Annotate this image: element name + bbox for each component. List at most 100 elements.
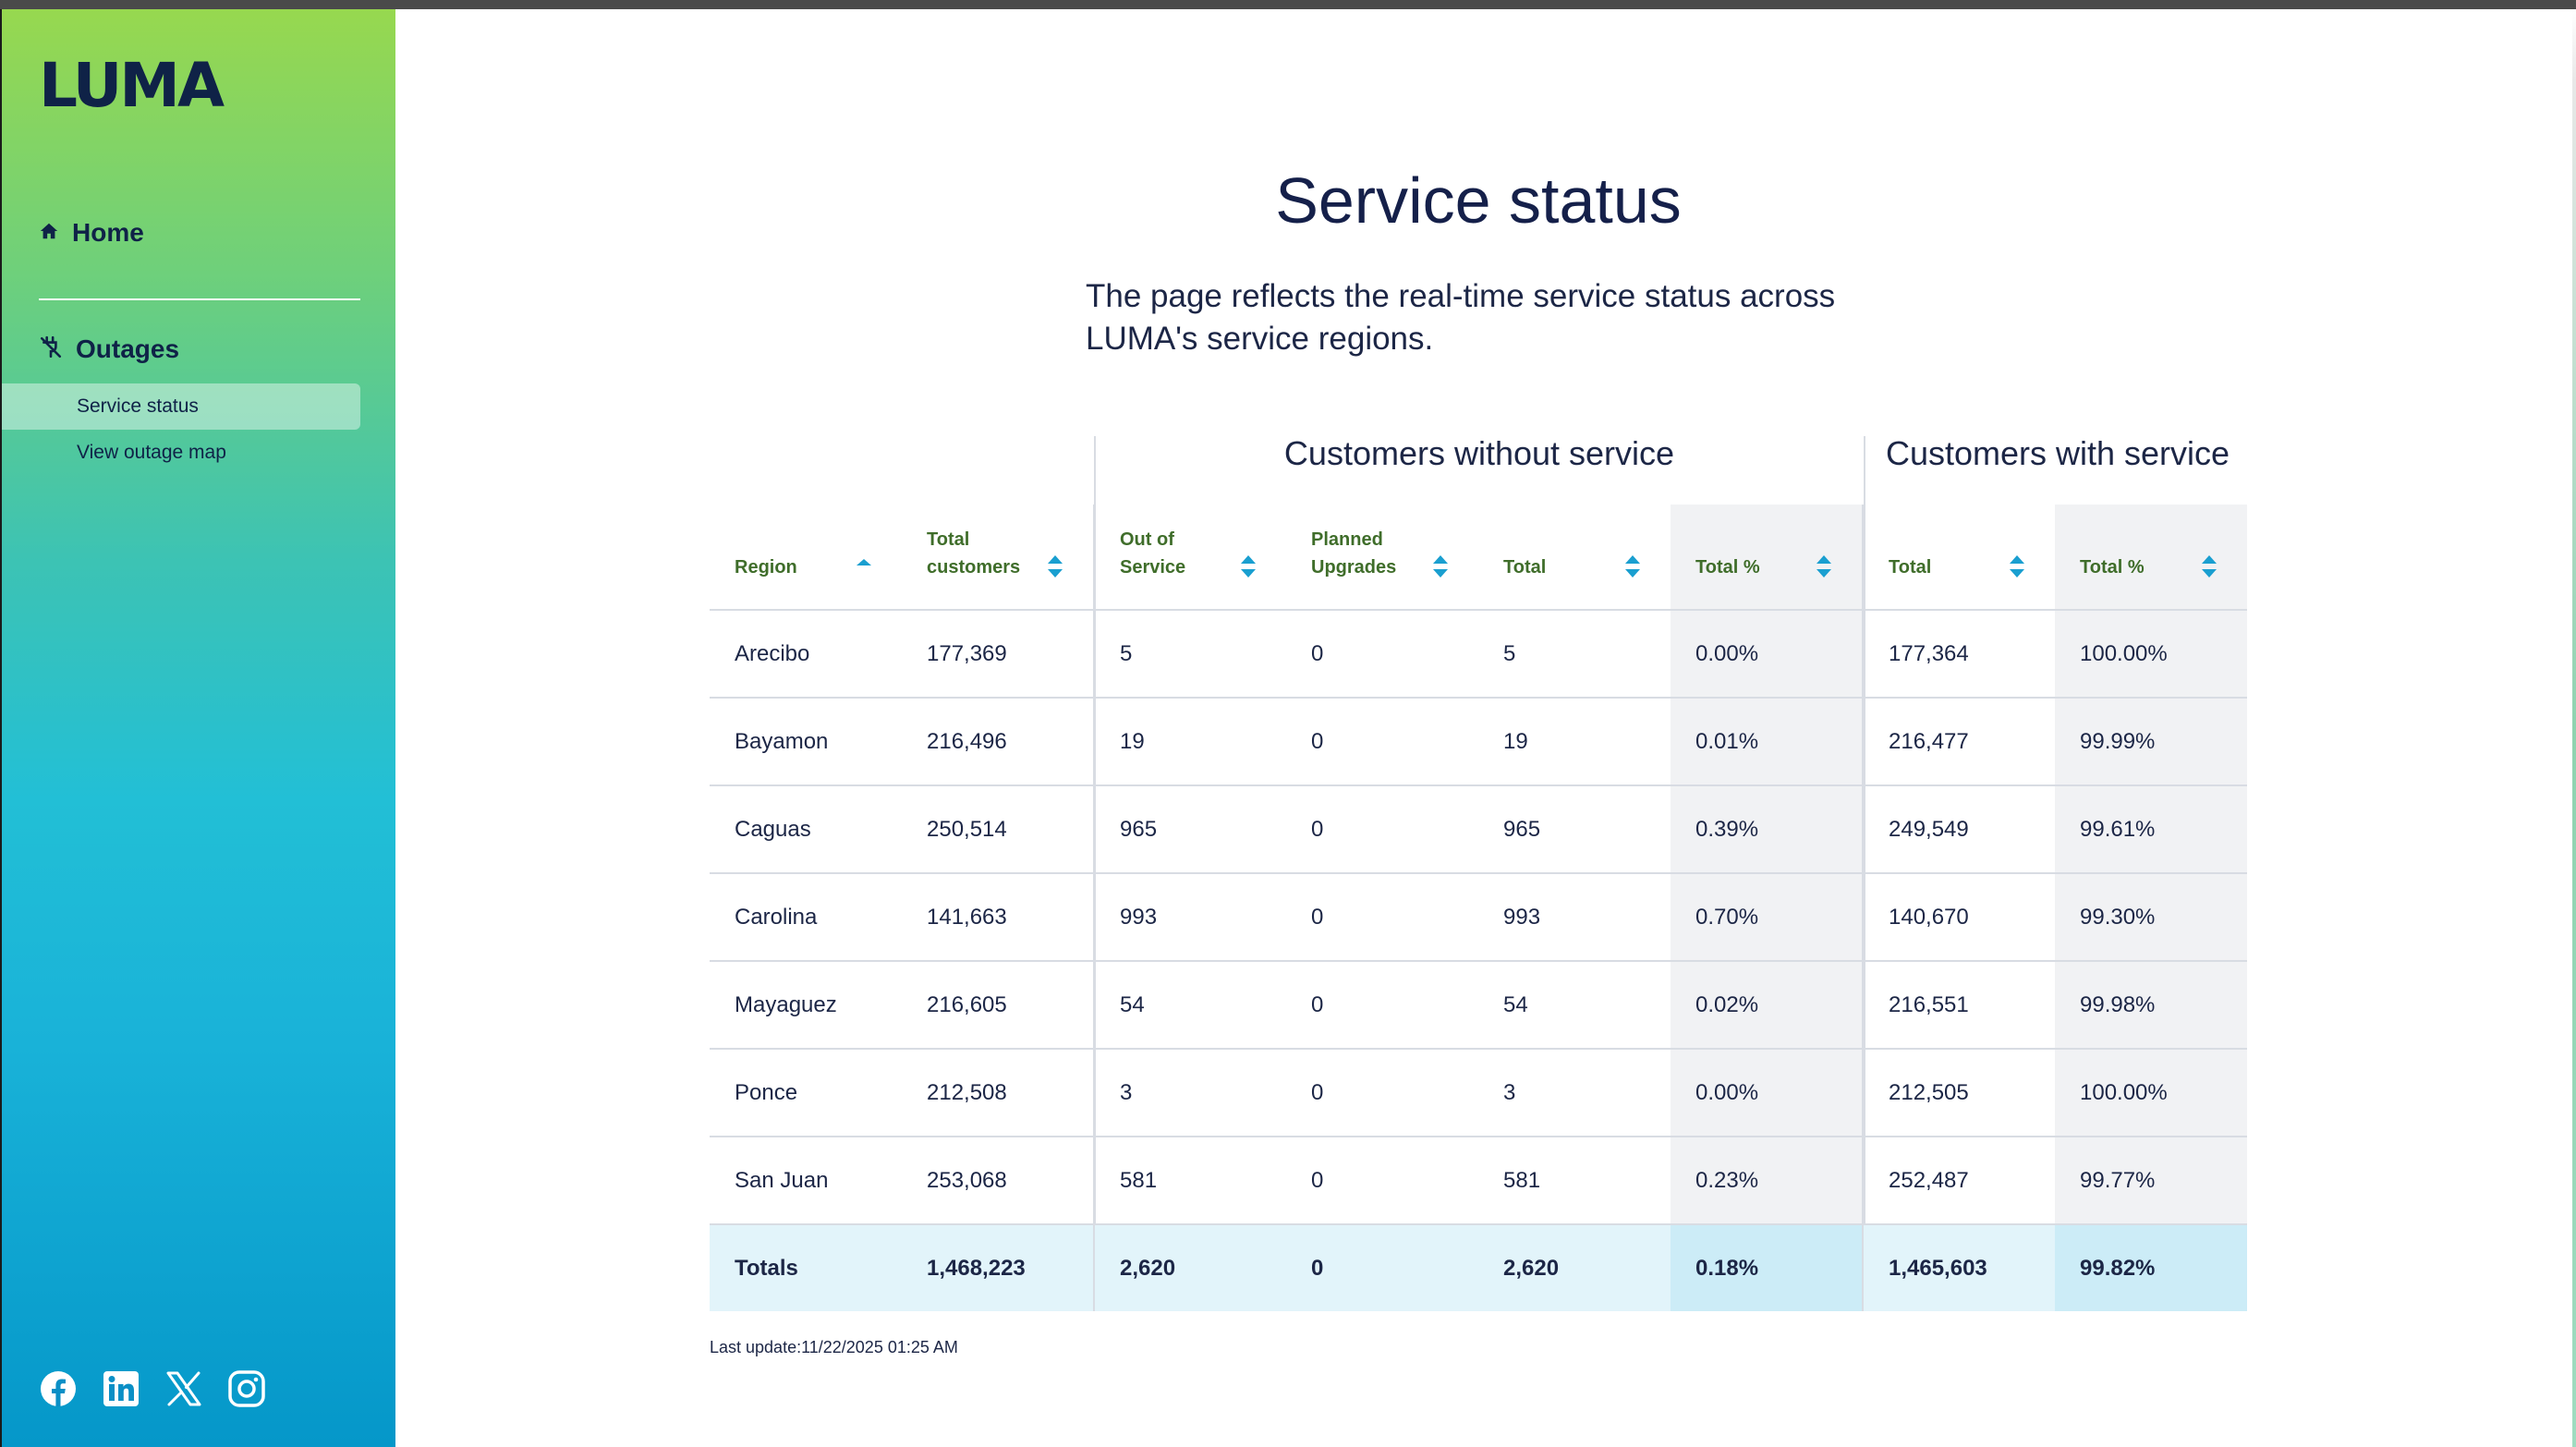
cell-planned-upgrades: 0	[1286, 698, 1478, 786]
plug-off-icon	[39, 335, 63, 364]
cell-without-total: 581	[1478, 1137, 1671, 1225]
cell-with-pct: 99.82%	[2055, 1224, 2247, 1311]
instagram-icon[interactable]	[227, 1369, 266, 1408]
cell-out-of-service: 965	[1093, 785, 1286, 874]
cell-without-pct: 0.00%	[1671, 1049, 1863, 1137]
window-top-bar	[0, 0, 2576, 9]
cell-with-total: 212,505	[1862, 1049, 2055, 1137]
cell-out-of-service: 2,620	[1093, 1224, 1286, 1311]
cell-with-pct: 99.61%	[2055, 785, 2247, 874]
cell-total-customers: 253,068	[902, 1137, 1094, 1225]
cell-planned-upgrades: 0	[1286, 785, 1478, 874]
col-out-of-service-header[interactable]: Out of Service	[1093, 505, 1286, 610]
cell-with-pct: 99.77%	[2055, 1137, 2247, 1225]
table-row: Arecibo 177,369 5 0 5 0.00% 177,364 100.…	[710, 610, 2247, 699]
cell-planned-upgrades: 0	[1286, 873, 1478, 962]
subnav-service-status[interactable]: Service status	[2, 383, 360, 430]
cell-without-pct: 0.02%	[1671, 961, 1863, 1050]
facebook-icon[interactable]	[39, 1369, 78, 1408]
cell-out-of-service: 581	[1093, 1137, 1286, 1225]
cell-without-total: 993	[1478, 873, 1671, 962]
col-total-customers-header[interactable]: Total customers	[902, 505, 1094, 610]
cell-without-pct: 0.39%	[1671, 785, 1863, 874]
social-links	[39, 1369, 266, 1408]
cell-with-pct: 99.99%	[2055, 698, 2247, 786]
cell-planned-upgrades: 0	[1286, 961, 1478, 1050]
cell-without-pct: 0.23%	[1671, 1137, 1863, 1225]
cell-with-pct: 100.00%	[2055, 1049, 2247, 1137]
col-without-pct-header[interactable]: Total %	[1671, 505, 1863, 610]
luma-logo[interactable]: LUMA	[39, 50, 225, 121]
linkedin-icon[interactable]	[102, 1369, 140, 1408]
last-update: Last update:11/22/2025 01:25 AM	[710, 1338, 958, 1356]
group-header-with-service: Customers with service	[1885, 434, 2230, 472]
col-with-pct-header[interactable]: Total %	[2055, 505, 2247, 610]
cell-with-pct: 99.30%	[2055, 873, 2247, 962]
subnav-service-status-label: Service status	[77, 395, 199, 417]
col-with-total-header[interactable]: Total	[1862, 505, 2055, 610]
page-title: Service status	[1275, 164, 1682, 237]
service-status-table: Region Total customers Out of Service Pl…	[710, 505, 2247, 1311]
table-row: Caguas 250,514 965 0 965 0.39% 249,549 9…	[710, 785, 2247, 874]
cell-with-total: 177,364	[1862, 610, 2055, 699]
group-header-without-service: Customers without service	[1283, 434, 1675, 472]
cell-planned-upgrades: 0	[1286, 1224, 1478, 1311]
table-row: Ponce 212,508 3 0 3 0.00% 212,505 100.00…	[710, 1049, 2247, 1137]
scrollbar[interactable]	[2572, 9, 2576, 1447]
nav-home[interactable]: Home	[39, 218, 144, 248]
sort-ascending-icon[interactable]	[856, 553, 872, 579]
cell-with-total: 216,551	[1862, 961, 2055, 1050]
cell-without-pct: 0.01%	[1671, 698, 1863, 786]
cell-with-total: 252,487	[1862, 1137, 2055, 1225]
sort-icon[interactable]	[1047, 553, 1063, 579]
cell-out-of-service: 19	[1093, 698, 1286, 786]
cell-planned-upgrades: 0	[1286, 1049, 1478, 1137]
sort-icon[interactable]	[2201, 553, 2218, 579]
cell-without-pct: 0.00%	[1671, 610, 1863, 699]
cell-total-customers: 212,508	[902, 1049, 1094, 1137]
totals-row: Totals 1,468,223 2,620 0 2,620 0.18% 1,4…	[710, 1224, 2247, 1311]
cell-total-customers: 216,605	[902, 961, 1094, 1050]
col-without-total-header[interactable]: Total	[1478, 505, 1671, 610]
x-icon[interactable]	[164, 1369, 203, 1408]
nav-outages[interactable]: Outages	[39, 334, 179, 364]
cell-with-pct: 99.98%	[2055, 961, 2247, 1050]
table-header-row: Region Total customers Out of Service Pl…	[710, 505, 2247, 610]
cell-without-pct: 0.70%	[1671, 873, 1863, 962]
cell-without-pct: 0.18%	[1671, 1224, 1863, 1311]
cell-out-of-service: 54	[1093, 961, 1286, 1050]
nav-home-label: Home	[72, 218, 144, 247]
cell-region: Mayaguez	[710, 961, 902, 1050]
col-planned-upgrades-header[interactable]: Planned Upgrades	[1286, 505, 1478, 610]
home-icon	[39, 221, 59, 246]
page-intro: The page reflects the real-time service …	[1086, 278, 1836, 357]
sort-icon[interactable]	[1240, 553, 1257, 579]
cell-total-customers: 250,514	[902, 785, 1094, 874]
sort-icon[interactable]	[1624, 553, 1641, 579]
nav-divider	[39, 298, 360, 300]
table-row: Bayamon 216,496 19 0 19 0.01% 216,477 99…	[710, 698, 2247, 786]
col-region-header[interactable]: Region	[710, 505, 902, 610]
cell-total-customers: 141,663	[902, 873, 1094, 962]
sort-icon[interactable]	[1432, 553, 1449, 579]
cell-total-customers: 216,496	[902, 698, 1094, 786]
cell-out-of-service: 3	[1093, 1049, 1286, 1137]
cell-without-total: 3	[1478, 1049, 1671, 1137]
cell-region: San Juan	[710, 1137, 902, 1225]
subnav-outage-map-label: View outage map	[77, 442, 226, 463]
cell-with-pct: 100.00%	[2055, 610, 2247, 699]
cell-with-total: 1,465,603	[1862, 1224, 2055, 1311]
cell-with-total: 249,549	[1862, 785, 2055, 874]
cell-region: Totals	[710, 1224, 902, 1311]
table-row: Carolina 141,663 993 0 993 0.70% 140,670…	[710, 873, 2247, 962]
cell-with-total: 216,477	[1862, 698, 2055, 786]
logo-text: LUMA	[39, 50, 225, 121]
cell-region: Arecibo	[710, 610, 902, 699]
table-row: San Juan 253,068 581 0 581 0.23% 252,487…	[710, 1137, 2247, 1225]
cell-without-total: 2,620	[1478, 1224, 1671, 1311]
sort-icon[interactable]	[2009, 553, 2025, 579]
sort-icon[interactable]	[1816, 553, 1832, 579]
cell-without-total: 54	[1478, 961, 1671, 1050]
cell-planned-upgrades: 0	[1286, 1137, 1478, 1225]
subnav-outage-map[interactable]: View outage map	[2, 430, 360, 476]
